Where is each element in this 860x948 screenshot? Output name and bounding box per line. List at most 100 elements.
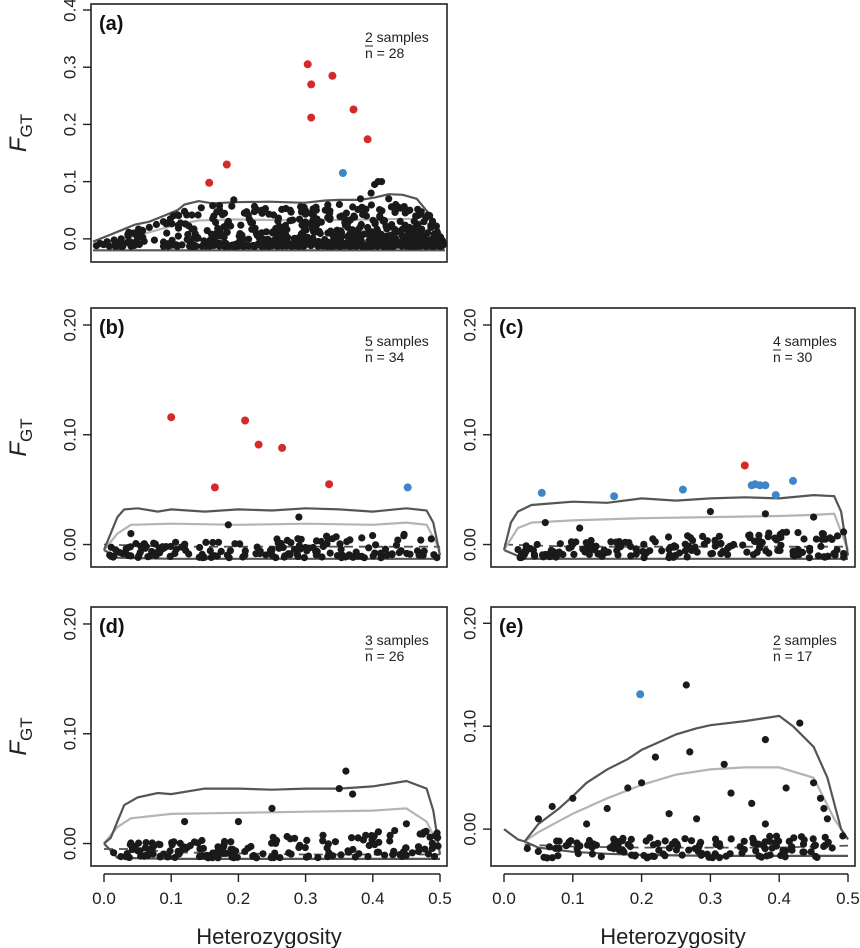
samples-annotation: 2 samples — [773, 632, 837, 648]
data-point — [823, 815, 832, 823]
data-point — [234, 818, 242, 826]
data-point — [117, 235, 125, 243]
data-point — [290, 545, 299, 553]
data-point — [621, 538, 629, 546]
data-point — [760, 842, 768, 850]
outlier-point-red — [278, 443, 287, 452]
data-point — [172, 545, 180, 554]
data-point — [268, 804, 276, 813]
outlier-point-blue — [678, 485, 687, 494]
x-tick-label: 0.0 — [92, 889, 116, 908]
data-point — [268, 545, 276, 554]
data-point — [305, 237, 314, 246]
x-tick-label: 0.1 — [561, 889, 585, 908]
data-point — [567, 538, 576, 546]
data-point — [159, 238, 168, 246]
data-point — [388, 551, 396, 559]
data-point — [122, 545, 130, 553]
data-point — [402, 820, 410, 828]
data-point — [782, 784, 790, 792]
data-point — [650, 852, 658, 861]
data-point — [145, 223, 153, 231]
data-point — [300, 235, 308, 243]
data-point — [588, 850, 597, 858]
data-point — [283, 242, 291, 250]
data-point — [715, 532, 724, 540]
data-point — [313, 547, 321, 556]
data-point — [592, 542, 600, 550]
nbar-annotation: n = 28 — [365, 45, 405, 61]
data-point — [576, 524, 584, 532]
data-point — [291, 834, 299, 842]
data-point — [699, 532, 707, 541]
data-point — [321, 206, 329, 214]
data-point — [159, 218, 167, 226]
y-tick-label: 0.10 — [460, 418, 479, 451]
data-point — [817, 542, 825, 551]
data-point — [582, 539, 590, 547]
data-point — [569, 794, 577, 802]
data-point — [228, 241, 236, 250]
data-point — [381, 545, 390, 553]
data-point — [531, 552, 539, 560]
data-point — [321, 236, 329, 244]
data-point — [268, 242, 276, 250]
data-point — [403, 549, 411, 558]
data-point — [378, 178, 386, 186]
outlier-point-blue — [761, 481, 770, 490]
data-point — [348, 834, 356, 842]
data-point — [400, 203, 408, 211]
data-point — [570, 550, 578, 559]
data-point — [624, 784, 632, 792]
data-point — [740, 846, 748, 854]
data-point — [137, 542, 145, 550]
outlier-point-blue — [636, 690, 645, 699]
x-tick-label: 0.2 — [227, 889, 251, 908]
data-point — [268, 551, 276, 560]
data-point — [260, 241, 268, 249]
data-point — [755, 531, 763, 540]
data-point — [305, 544, 313, 552]
data-point — [687, 837, 696, 845]
data-point — [360, 230, 368, 238]
data-point — [368, 836, 376, 844]
outlier-point-red — [167, 413, 176, 422]
data-point — [166, 215, 174, 223]
data-point — [273, 242, 282, 250]
panel-label: (e) — [499, 616, 523, 638]
data-point — [140, 852, 148, 860]
data-point — [337, 229, 346, 237]
data-point — [400, 530, 408, 539]
upper-envelope-line — [502, 493, 850, 556]
data-point — [706, 508, 715, 516]
data-point — [362, 242, 370, 250]
data-point — [730, 540, 738, 549]
data-point — [805, 554, 814, 562]
samples-annotation: 5 samples — [365, 333, 429, 349]
data-point — [685, 846, 693, 854]
data-point — [302, 853, 311, 861]
data-point — [342, 209, 350, 217]
data-point — [197, 204, 205, 212]
panel-label: (b) — [99, 317, 125, 339]
data-point — [391, 827, 399, 835]
data-point — [565, 838, 573, 846]
x-tick-label: 0.3 — [699, 889, 723, 908]
data-point — [700, 540, 708, 548]
outlier-point-red — [740, 461, 749, 470]
data-point — [117, 242, 125, 250]
data-point — [534, 847, 542, 856]
outlier-point-blue — [537, 488, 546, 497]
data-point — [833, 532, 842, 540]
data-point — [798, 548, 807, 557]
data-point — [678, 851, 686, 859]
data-point — [152, 220, 160, 229]
data-point — [241, 547, 249, 555]
data-point — [610, 845, 618, 853]
data-point — [198, 242, 206, 250]
data-point — [274, 214, 283, 222]
y-tick-label: 0.3 — [60, 55, 79, 79]
data-point — [761, 820, 770, 828]
data-point — [424, 229, 432, 237]
